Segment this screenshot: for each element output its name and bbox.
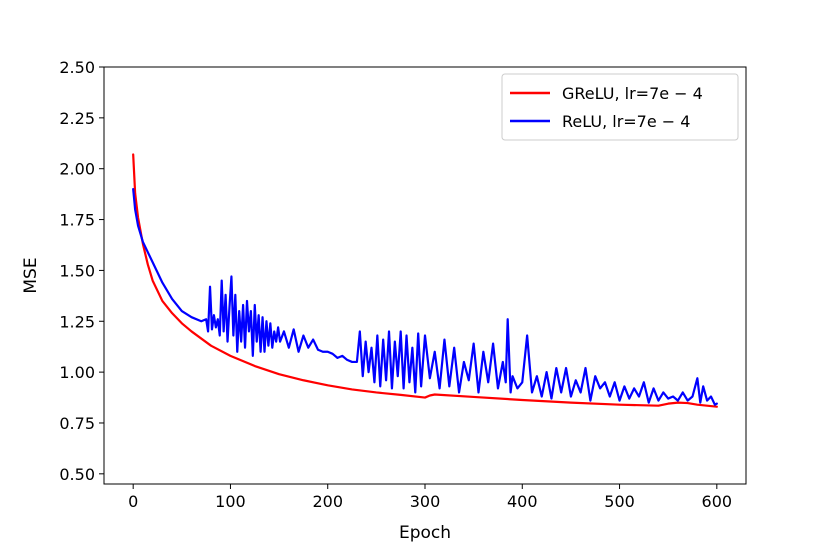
y-tick-label: 0.75	[59, 414, 95, 433]
y-tick-label: 2.00	[59, 160, 95, 179]
x-axis-label: Epoch	[399, 523, 451, 543]
x-tick-label: 600	[702, 492, 733, 511]
legend-box	[501, 73, 739, 141]
axes-layer: 0 100 200 300 400 500 600 0.50 0.75 1.00 1.25 1.50 1…	[59, 58, 747, 511]
legend-entry-0: GReLU, lr=7e − 4	[562, 84, 703, 103]
y-tick-label: 1.25	[59, 312, 95, 331]
series-line-0	[132, 153, 718, 408]
legend: GReLU, lr=7e − 4 ReLU, lr=7e − 4	[501, 73, 739, 141]
y-tick-label: 2.50	[59, 58, 95, 77]
x-tick-label: 100	[215, 492, 246, 511]
legend-entry-1: ReLU, lr=7e − 4	[562, 112, 690, 131]
x-tick-label: 0	[128, 492, 138, 511]
y-tick-label: 1.50	[59, 261, 95, 280]
x-tick-label: 500	[604, 492, 635, 511]
y-tick-label: 2.25	[59, 109, 95, 128]
series-layer	[132, 153, 718, 408]
x-tick-label: 300	[410, 492, 441, 511]
series-line-1	[132, 187, 718, 406]
y-tick-label: 1.00	[59, 363, 95, 382]
x-tick-label: 400	[507, 492, 538, 511]
y-tick-label: 0.50	[59, 465, 95, 484]
y-axis-label: MSE	[21, 257, 41, 293]
y-tick-label: 1.75	[59, 211, 95, 230]
x-tick-label: 200	[312, 492, 343, 511]
